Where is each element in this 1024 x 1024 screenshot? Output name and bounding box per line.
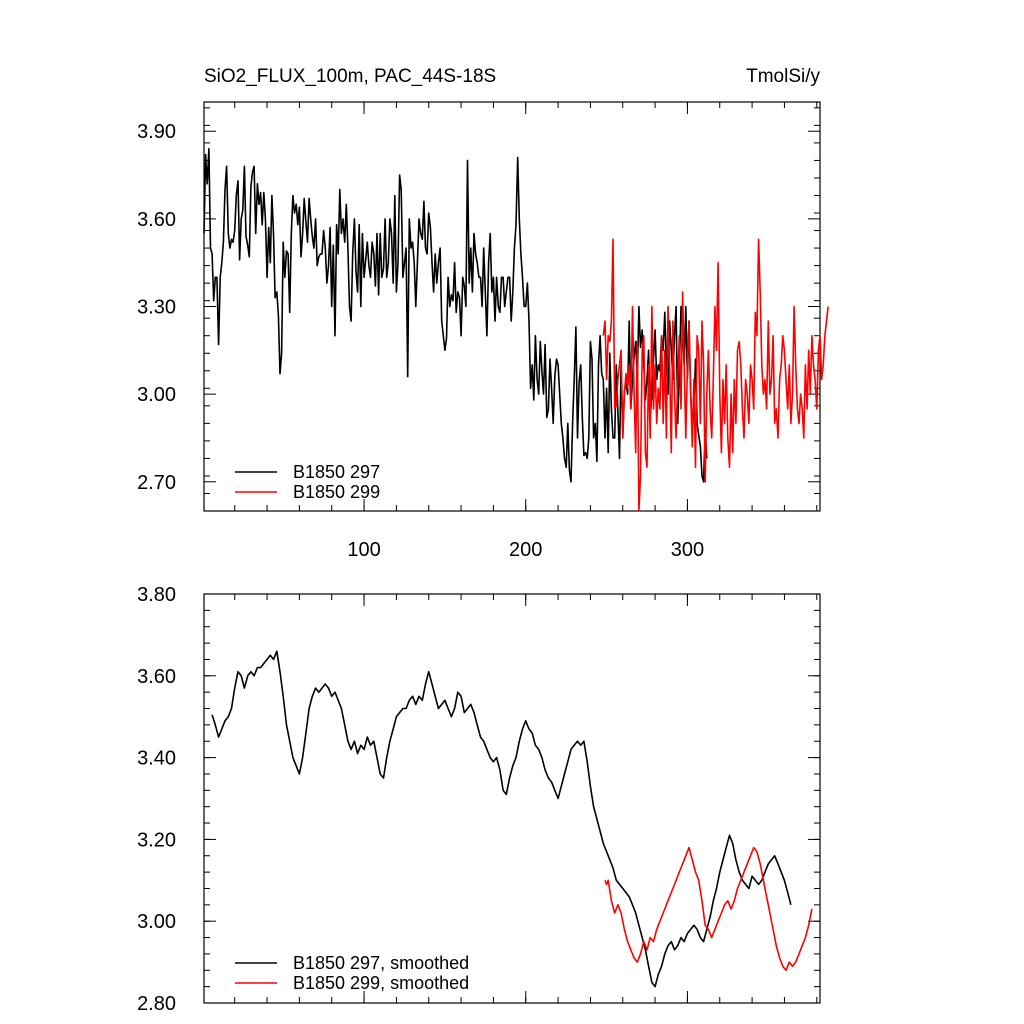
y-tick-label: 2.80 xyxy=(137,993,176,1015)
y-tick-label: 3.00 xyxy=(137,911,176,933)
y-tick-label: 3.20 xyxy=(137,829,176,851)
legend-label: B1850 297 xyxy=(293,462,380,482)
series-line-2 xyxy=(604,846,813,972)
series-line-1 xyxy=(203,147,708,483)
plot-frame xyxy=(203,593,821,1004)
y-tick-label: 2.70 xyxy=(137,472,176,494)
x-tick-label: 200 xyxy=(509,539,542,561)
legend-label: B1850 299 xyxy=(293,482,380,502)
legend-label: B1850 299, smoothed xyxy=(293,973,469,993)
y-tick-label: 3.80 xyxy=(137,584,176,606)
chart-units: TmolSi/y xyxy=(746,66,820,87)
y-tick-label: 3.40 xyxy=(137,748,176,770)
top-panel: 2.70 3.00 3.30 3.60 3.90 100 200 300 B1850 297B1… xyxy=(137,101,829,561)
series-line-1 xyxy=(211,650,792,988)
y-tick-label: 3.90 xyxy=(137,121,176,143)
legend-label: B1850 297, smoothed xyxy=(293,953,469,973)
y-tick-label: 3.30 xyxy=(137,297,176,319)
x-tick-label: 300 xyxy=(671,539,704,561)
bottom-panel: 2.80 3.00 3.20 3.40 3.60 3.80 B1850 297, smoot… xyxy=(137,584,821,1015)
x-tick-label: 100 xyxy=(347,539,380,561)
series-line-2 xyxy=(602,238,829,512)
y-tick-label: 3.60 xyxy=(137,666,176,688)
y-tick-label: 3.00 xyxy=(137,384,176,406)
chart-title: SiO2_FLUX_100m, PAC_44S-18S xyxy=(204,66,496,87)
y-tick-label: 3.60 xyxy=(137,209,176,231)
